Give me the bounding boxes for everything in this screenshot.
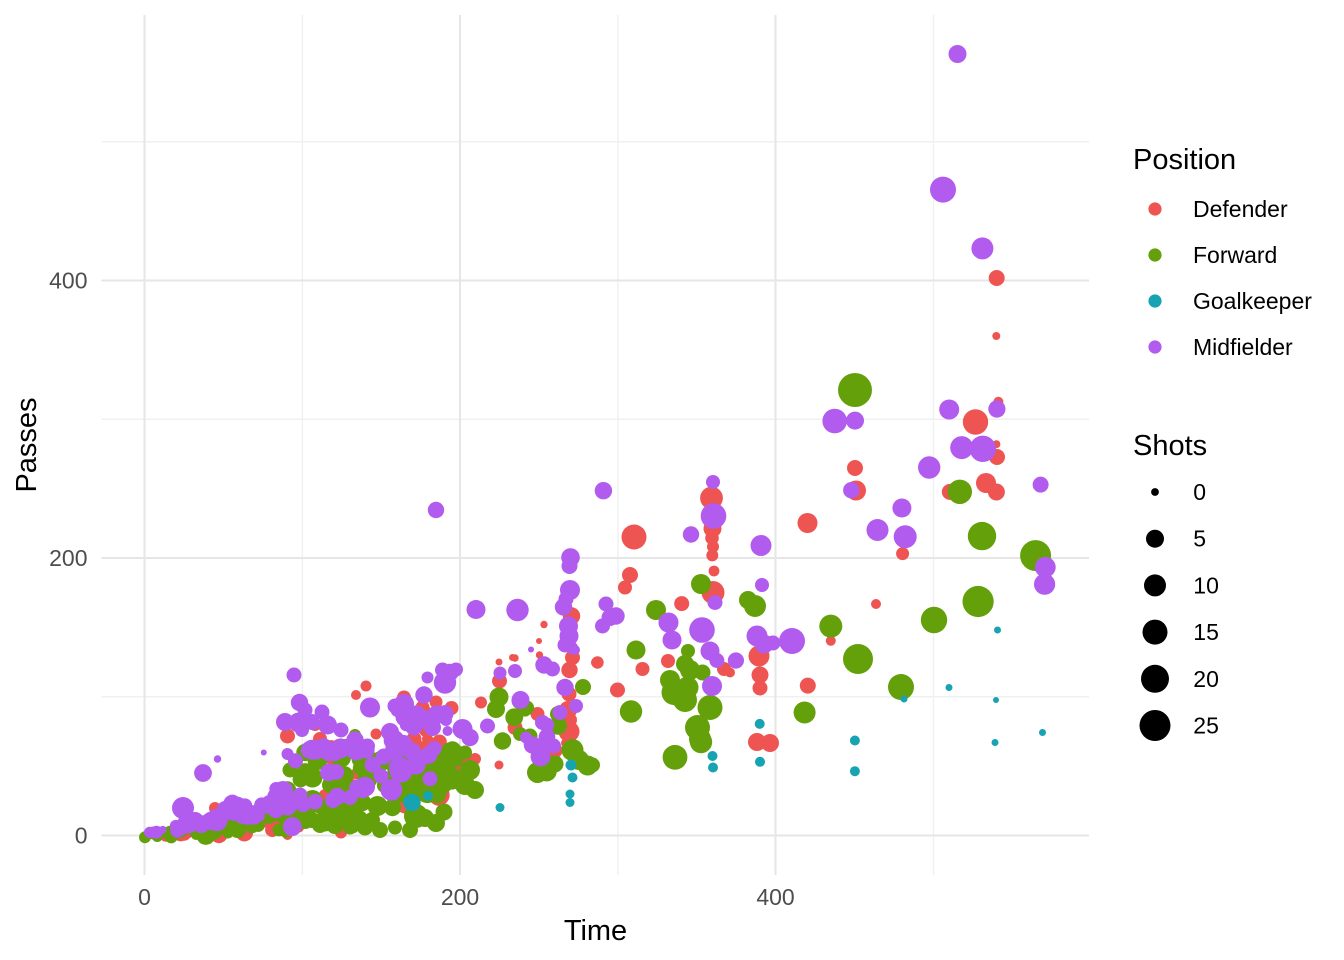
svg-text:400: 400 (49, 268, 87, 294)
svg-text:Midfielder: Midfielder (1193, 334, 1293, 360)
svg-text:400: 400 (756, 884, 794, 910)
svg-text:25: 25 (1193, 713, 1219, 739)
svg-text:10: 10 (1193, 572, 1219, 598)
svg-text:Position: Position (1133, 144, 1236, 176)
svg-text:5: 5 (1193, 526, 1206, 552)
svg-text:Passes: Passes (11, 397, 43, 492)
svg-text:Defender: Defender (1193, 196, 1288, 222)
svg-text:200: 200 (441, 884, 479, 910)
svg-text:Shots: Shots (1133, 430, 1207, 462)
svg-text:200: 200 (49, 545, 87, 571)
svg-text:0: 0 (138, 884, 151, 910)
svg-text:15: 15 (1193, 619, 1219, 645)
svg-text:0: 0 (1193, 479, 1206, 505)
svg-text:Forward: Forward (1193, 242, 1277, 268)
svg-text:0: 0 (75, 823, 88, 849)
svg-text:Time: Time (564, 915, 627, 947)
svg-text:20: 20 (1193, 666, 1219, 692)
svg-text:Goalkeeper: Goalkeeper (1193, 288, 1312, 314)
